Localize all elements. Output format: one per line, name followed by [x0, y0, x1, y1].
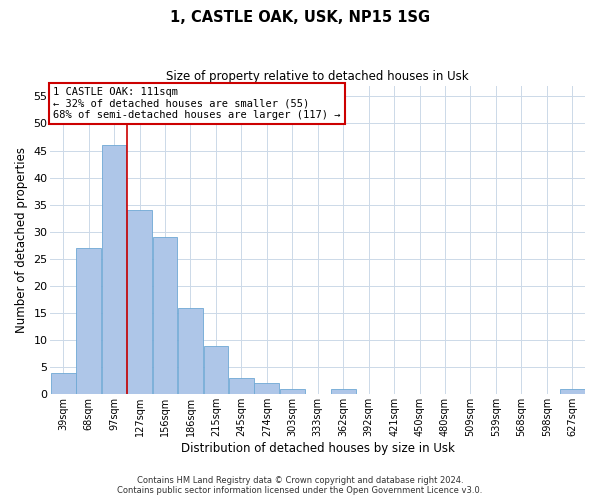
Bar: [331, 389, 356, 394]
Bar: [203, 346, 228, 395]
Text: 1 CASTLE OAK: 111sqm
← 32% of detached houses are smaller (55)
68% of semi-detac: 1 CASTLE OAK: 111sqm ← 32% of detached h…: [53, 87, 341, 120]
Text: Contains HM Land Registry data © Crown copyright and database right 2024.
Contai: Contains HM Land Registry data © Crown c…: [118, 476, 482, 495]
Bar: [51, 372, 76, 394]
Bar: [178, 308, 203, 394]
Text: 1, CASTLE OAK, USK, NP15 1SG: 1, CASTLE OAK, USK, NP15 1SG: [170, 10, 430, 25]
Y-axis label: Number of detached properties: Number of detached properties: [15, 147, 28, 333]
Bar: [229, 378, 254, 394]
Title: Size of property relative to detached houses in Usk: Size of property relative to detached ho…: [166, 70, 469, 83]
Bar: [254, 384, 279, 394]
Bar: [76, 248, 101, 394]
Bar: [560, 389, 584, 394]
X-axis label: Distribution of detached houses by size in Usk: Distribution of detached houses by size …: [181, 442, 455, 455]
Bar: [152, 237, 178, 394]
Bar: [280, 389, 305, 394]
Bar: [102, 145, 127, 394]
Bar: [127, 210, 152, 394]
